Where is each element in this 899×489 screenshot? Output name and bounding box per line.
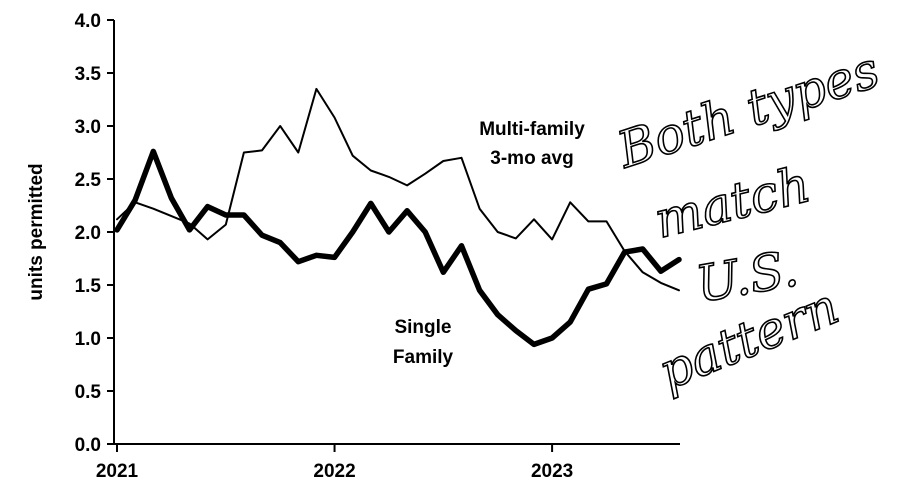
y-tick-label: 1.0 [75,329,101,350]
x-tick-label: 2023 [531,461,573,482]
single-family-label: Single [394,317,451,338]
y-tick-label: 3.5 [75,64,102,85]
y-tick-label: 3.0 [75,117,101,138]
x-tick-label: 2022 [313,461,355,482]
multi-family-line [116,87,680,292]
single-family-line [114,148,682,348]
multi-family-label: Multi-family [479,119,585,140]
y-tick-label: 0.0 [75,435,101,456]
multi-family-label-2: 3-mo avg [490,148,573,169]
single-family-label-2: Family [393,347,454,368]
handwritten-annotation: Both types match U.S. pattern [609,40,887,402]
y-axis-ticks: 0.0 0.5 1.0 1.5 2.0 2.5 3.0 3.5 4.0 [75,11,114,456]
y-tick-label: 2.0 [75,223,101,244]
y-tick-label: 2.5 [75,170,102,191]
y-tick-label: 0.5 [75,382,102,403]
y-tick-label: 1.5 [75,276,102,297]
y-tick-label: 4.0 [75,11,101,32]
x-axis-ticks: 2021 2022 2023 [96,444,573,482]
x-tick-label: 2021 [96,461,139,482]
y-axis-title: units permitted [26,163,47,300]
series-group [114,87,682,348]
annotation-line-1: Both types [610,41,886,180]
annotation-line-2: match [649,155,816,249]
